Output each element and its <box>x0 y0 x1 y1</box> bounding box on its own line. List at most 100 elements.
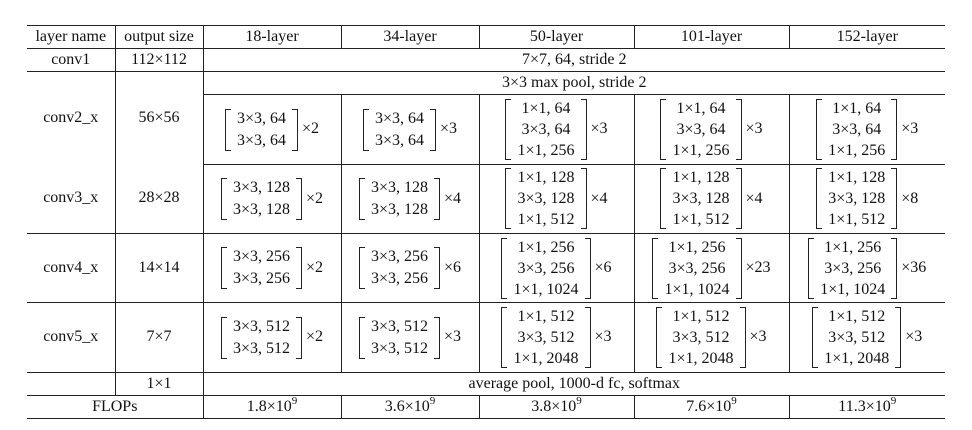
block-layer-spec: 3×3, 512 <box>517 329 575 347</box>
header-101-layer: 101-layer <box>634 24 790 50</box>
flops-value-152: 11.3×109 <box>789 395 945 420</box>
block-layer-spec: 3×3, 512 <box>370 317 428 335</box>
block-multiplier: ×3 <box>444 328 462 346</box>
header-row: layer name output size 18-layer 34-layer… <box>27 24 945 50</box>
block-layer-spec: 3×3, 128 <box>517 190 575 208</box>
block-layer-spec: 1×1, 1024 <box>664 280 730 298</box>
conv2-101-layer-block: 1×1, 64 3×3, 64 1×1, 256 ×3 <box>634 94 790 165</box>
flops-mantissa: 3.6×10 <box>384 397 430 415</box>
conv5-101-layer-block: 1×1, 512 3×3, 512 1×1, 2048 ×3 <box>634 302 790 373</box>
block-layer-spec: 3×3, 256 <box>370 270 428 288</box>
block-layer-spec: 3×3, 64 <box>236 109 286 127</box>
block-layer-spec: 3×3, 512 <box>232 339 290 357</box>
block-layer-spec: 1×1, 512 <box>828 308 886 326</box>
bracket-matrix: 1×1, 128 3×3, 128 1×1, 512 <box>505 167 587 230</box>
block-layer-spec: 3×3, 64 <box>832 121 882 138</box>
block-multiplier: ×23 <box>745 258 771 276</box>
block-group: 1×1, 512 3×3, 512 1×1, 2048 ×3 <box>501 306 612 369</box>
conv2-152-layer-block: 1×1, 64 3×3, 64 1×1, 256 ×3 <box>789 94 945 165</box>
block-layer-spec: 1×1, 256 <box>517 142 575 159</box>
flops-exponent: 9 <box>429 394 436 407</box>
conv4-row: conv4_x 14×14 3×3, 256 3×3, 256 ×2 3×3, 256… <box>27 233 945 304</box>
block-layer-spec: 1×1, 128 <box>672 169 730 187</box>
block-layer-spec: 1×1, 512 <box>828 211 886 229</box>
block-multiplier: ×4 <box>590 189 608 207</box>
block-multiplier: ×2 <box>302 120 320 138</box>
bracket-matrix: 3×3, 128 3×3, 128 <box>358 177 441 221</box>
block-group: 1×1, 128 3×3, 128 1×1, 512 ×8 <box>816 167 918 230</box>
block-multiplier: ×6 <box>594 258 612 276</box>
conv5-50-layer-block: 1×1, 512 3×3, 512 1×1, 2048 ×3 <box>479 302 635 373</box>
flops-exponent: 9 <box>731 394 737 407</box>
conv5-34-layer-block: 3×3, 512 3×3, 512 ×3 <box>341 302 480 373</box>
block-layer-spec: 1×1, 512 <box>672 211 730 229</box>
block-group: 1×1, 256 3×3, 256 1×1, 1024 ×23 <box>652 237 771 300</box>
block-multiplier: ×3 <box>594 328 612 346</box>
block-layer-spec: 3×3, 64 <box>676 121 726 138</box>
architecture-table: layer name output size 18-layer 34-layer… <box>27 24 945 420</box>
bracket-matrix: 3×3, 64 3×3, 64 <box>362 108 437 152</box>
flops-value-34: 3.6×109 <box>341 394 480 420</box>
bracket-matrix: 1×1, 512 3×3, 512 1×1, 2048 <box>812 306 902 369</box>
block-group: 1×1, 256 3×3, 256 1×1, 1024 ×36 <box>808 237 926 300</box>
conv2-18-layer-block: 3×3, 64 3×3, 64 ×2 <box>203 94 342 165</box>
block-layer-spec: 3×3, 512 <box>828 329 886 347</box>
bracket-matrix: 3×3, 256 3×3, 256 <box>358 246 441 290</box>
header-50-layer: 50-layer <box>479 24 635 50</box>
block-multiplier: ×2 <box>306 328 324 346</box>
block-multiplier: ×6 <box>444 258 462 276</box>
bracket-matrix: 1×1, 64 3×3, 64 1×1, 256 <box>660 98 742 161</box>
block-multiplier: ×3 <box>901 120 919 138</box>
bracket-matrix: 1×1, 512 3×3, 512 1×1, 2048 <box>501 306 591 369</box>
conv2-50-layer-block: 1×1, 64 3×3, 64 1×1, 256 ×3 <box>479 94 635 165</box>
flops-row: FLOPs 1.8×109 3.6×109 3.8×109 7.6×109 11.3×1… <box>27 394 945 420</box>
block-group: 3×3, 64 3×3, 64 ×2 <box>224 108 320 152</box>
block-multiplier: ×2 <box>306 258 324 276</box>
block-layer-spec: 3×3, 128 <box>232 178 290 196</box>
block-multiplier: ×4 <box>444 189 462 207</box>
block-layer-spec: 3×3, 128 <box>828 190 886 208</box>
conv4-152-layer-block: 1×1, 256 3×3, 256 1×1, 1024 ×36 <box>789 233 945 304</box>
block-group: 1×1, 512 3×3, 512 1×1, 2048 ×3 <box>812 306 922 369</box>
bracket-matrix: 1×1, 128 3×3, 128 1×1, 512 <box>816 167 898 230</box>
conv3-name: conv3_x <box>27 164 116 235</box>
conv3-34-layer-block: 3×3, 128 3×3, 128 ×4 <box>341 164 480 235</box>
conv1-output: 112×112 <box>115 48 204 73</box>
block-layer-spec: 3×3, 512 <box>672 329 730 347</box>
block-layer-spec: 1×1, 64 <box>676 100 726 117</box>
block-layer-spec: 1×1, 256 <box>517 238 575 256</box>
conv4-name: conv4_x <box>27 233 116 304</box>
block-layer-spec: 3×3, 512 <box>370 339 428 357</box>
header-152-layer: 152-layer <box>789 24 945 50</box>
block-layer-spec: 3×3, 256 <box>232 248 290 266</box>
conv5-row: conv5_x 7×7 3×3, 512 3×3, 512 ×2 3×3, 512 3×… <box>27 302 945 373</box>
flops-value-50: 3.8×109 <box>479 395 635 420</box>
conv5-18-layer-block: 3×3, 512 3×3, 512 ×2 <box>203 302 342 373</box>
block-layer-spec: 1×1, 512 <box>517 211 575 229</box>
block-multiplier: ×3 <box>749 328 767 346</box>
conv4-50-layer-block: 1×1, 256 3×3, 256 1×1, 1024 ×6 <box>479 233 635 304</box>
flops-value-101: 7.6×109 <box>634 394 790 420</box>
block-layer-spec: 3×3, 512 <box>232 317 290 335</box>
bracket-matrix: 3×3, 256 3×3, 256 <box>220 246 303 290</box>
block-layer-spec: 3×3, 64 <box>374 109 424 127</box>
bracket-matrix: 1×1, 128 3×3, 128 1×1, 512 <box>660 167 742 230</box>
block-layer-spec: 3×3, 256 <box>232 270 290 288</box>
conv1-spec: 7×7, 64, stride 2 <box>203 48 945 73</box>
pool-output: 1×1 <box>115 372 204 396</box>
conv1-row: conv1 112×112 7×7, 64, stride 2 <box>27 48 945 73</box>
conv2-row: 3×3, 64 3×3, 64 ×2 3×3, 64 3×3, 64 ×3 1×1, 64 3… <box>27 94 945 165</box>
bracket-matrix: 1×1, 512 3×3, 512 1×1, 2048 <box>656 306 746 369</box>
conv5-name: conv5_x <box>27 302 116 373</box>
block-layer-spec: 3×3, 128 <box>370 200 428 218</box>
block-group: 1×1, 512 3×3, 512 1×1, 2048 ×3 <box>656 306 767 369</box>
block-multiplier: ×3 <box>745 120 763 138</box>
block-layer-spec: 1×1, 1024 <box>513 280 579 298</box>
block-layer-spec: 3×3, 256 <box>668 259 726 277</box>
block-layer-spec: 1×1, 512 <box>672 308 730 326</box>
maxpool-spec: 3×3 max pool, stride 2 <box>203 71 945 96</box>
conv5-output: 7×7 <box>115 302 204 373</box>
flops-label: FLOPs <box>27 395 204 420</box>
block-layer-spec: 1×1, 128 <box>828 169 886 187</box>
block-group: 1×1, 64 3×3, 64 1×1, 256 ×3 <box>660 98 763 161</box>
